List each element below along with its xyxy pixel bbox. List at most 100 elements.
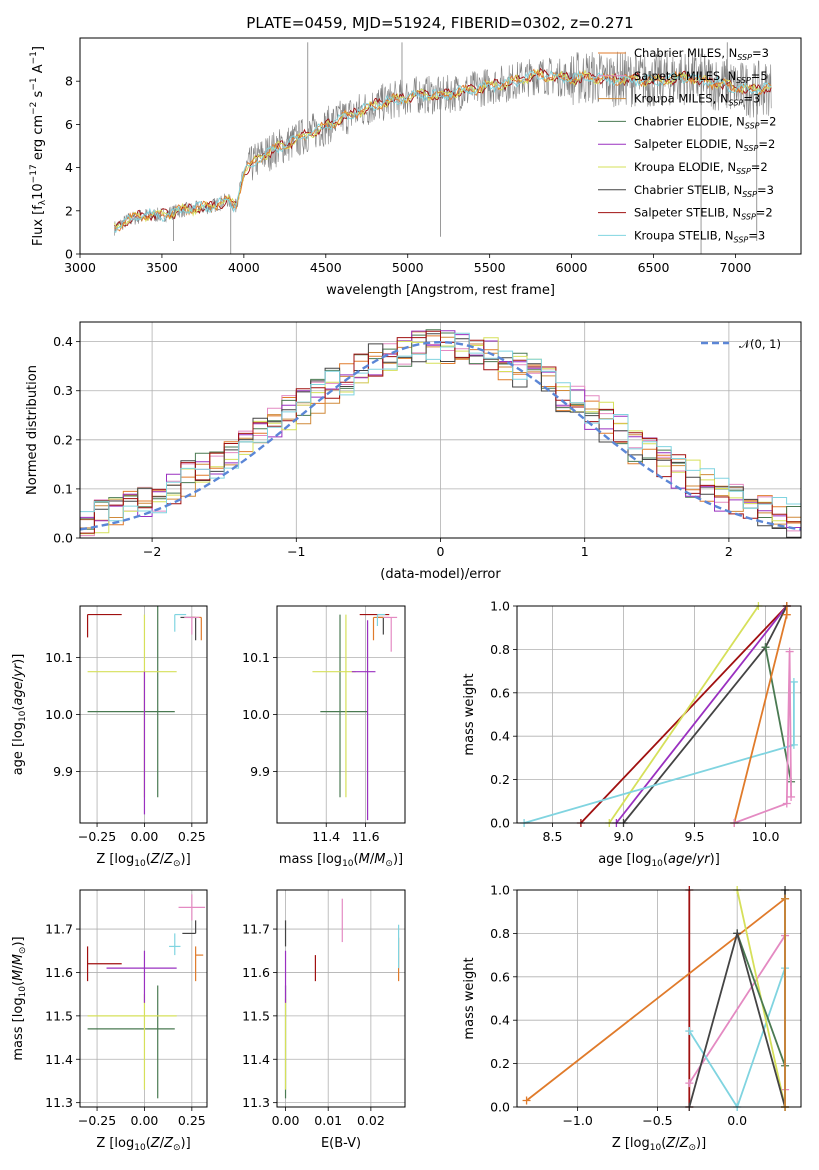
x-tick-label: 1	[581, 544, 589, 559]
axes-frame	[79, 37, 802, 255]
y-tick-label: 0.8	[490, 642, 510, 657]
axes-frame	[276, 605, 406, 824]
legend-label: Salpeter ELODIE, NSSP=2	[634, 137, 775, 153]
weight-point-marker	[781, 894, 790, 903]
x-tick-label: 0.0	[727, 1113, 747, 1128]
x-tick-label: 0.25	[178, 1113, 206, 1128]
x-tick-label: 5000	[392, 260, 424, 275]
x-axis-label: E(B-V)	[321, 1136, 361, 1151]
x-tick-label: −1.0	[562, 1113, 592, 1128]
legend-label: Kroupa MILES, NSSP=3	[634, 92, 760, 108]
x-tick-label: 9.0	[614, 829, 634, 844]
weight-point-marker	[761, 643, 770, 652]
spectrum-panel: 3000 3500 4000 4500 5000 5500 6000 6500 7000 0 2 4 6…	[29, 37, 802, 298]
y-tick-label: 11.5	[45, 1008, 73, 1023]
figure-title: PLATE=0459, MJD=51924, FIBERID=0302, z=0…	[246, 14, 633, 32]
y-axis-label: Flux [fλ10−17 erg cm−2 s−1 A−1]	[29, 46, 48, 246]
weight-series-line	[733, 651, 792, 824]
x-axis-label: mass [log10(M/M⊙)]	[279, 852, 403, 869]
mass_vs_Z-panel: −0.25 0.00 0.25 11.3 11.4 11.5 11.6 11.7 Z [log1…	[11, 889, 208, 1153]
y-tick-label: 0.6	[490, 685, 510, 700]
x-tick-label: −0.5	[642, 1113, 672, 1128]
age_vs_Z-clip-group	[86, 606, 202, 815]
x-tick-label: 8.5	[543, 829, 563, 844]
y-tick-label: 0.2	[490, 772, 510, 787]
x-tick-label: 3500	[146, 260, 178, 275]
weight-series-line	[736, 933, 786, 1067]
weight-point-marker	[522, 1096, 531, 1105]
x-tick-label: 3000	[64, 260, 96, 275]
x-axis-label: wavelength [Angstrom, rest frame]	[326, 283, 555, 298]
weight-point-marker	[733, 929, 742, 938]
axes-frame	[516, 889, 802, 1108]
age_vs_mass-clip-group	[312, 613, 398, 821]
age_vs_Z-panel: −0.25 0.00 0.25 9.9 10.0 10.1 Z [log10(Z/Z⊙)] a…	[11, 605, 208, 869]
weight-series-line	[523, 682, 795, 824]
y-tick-label: 0.4	[490, 729, 510, 744]
weight_vs_Z-panel: −1.0 −0.5 0.0 0.0 0.2 0.4 0.6 0.8 1.0 Z [log10(Z/…	[462, 883, 802, 1153]
axes-frame	[276, 889, 406, 1108]
y-axis-label: Normed distribution	[25, 365, 40, 495]
y-tick-label: 0.3	[53, 383, 73, 398]
age_vs_mass-panel: 11.4 11.6 9.9 10.0 10.1 mass [log10(M/M⊙)]	[242, 605, 406, 869]
legend-label: Salpeter STELIB, NSSP=2	[634, 206, 773, 222]
axes-frame	[79, 889, 208, 1108]
legend-label: 𝒩(0, 1)	[739, 337, 781, 351]
spectrum-model-line	[114, 67, 772, 228]
weight-point-marker	[782, 610, 791, 619]
x-tick-label: 6000	[556, 260, 588, 275]
x-axis-label: age [log10(age/yr)]	[598, 852, 720, 869]
residuals-clip-group	[80, 329, 801, 538]
x-tick-label: 11.6	[352, 829, 380, 844]
y-tick-label: 0.2	[490, 1056, 510, 1071]
x-axis-label: (data-model)/error	[380, 567, 501, 582]
y-tick-label: 6	[65, 117, 73, 132]
weight-point-marker	[785, 647, 794, 656]
x-tick-label: 6500	[638, 260, 670, 275]
y-tick-label: 10.1	[242, 650, 270, 665]
legend-label: Kroupa STELIB, NSSP=3	[634, 228, 765, 244]
y-axis-label: mass weight	[462, 957, 477, 1039]
x-tick-label: 4500	[310, 260, 342, 275]
x-tick-label: 11.4	[312, 829, 340, 844]
y-tick-label: 8	[65, 74, 73, 89]
y-tick-label: 1.0	[490, 883, 510, 898]
y-tick-label: 10.1	[45, 650, 73, 665]
weight-point-marker	[685, 1079, 694, 1088]
weight_vs_Z-clip-group	[522, 886, 790, 1111]
x-tick-label: −0.25	[78, 829, 116, 844]
axes-frame	[79, 321, 802, 539]
y-tick-label: 1.0	[490, 599, 510, 614]
y-tick-label: 9.9	[53, 764, 73, 779]
histogram-series	[80, 332, 801, 528]
legend-label: Salpeter MILES, NSSP=5	[634, 69, 768, 85]
x-tick-label: −0.25	[78, 1113, 116, 1128]
y-tick-label: 10.0	[242, 707, 270, 722]
x-tick-label: 0.00	[131, 829, 159, 844]
x-tick-label: 5500	[474, 260, 506, 275]
y-tick-label: 11.7	[242, 922, 270, 937]
y-tick-label: 0	[65, 247, 73, 262]
axes-frame	[516, 605, 802, 824]
x-tick-label: 0.25	[178, 829, 206, 844]
x-tick-label: 2	[725, 544, 733, 559]
y-tick-label: 0.0	[490, 816, 510, 831]
y-tick-label: 11.7	[45, 922, 73, 937]
x-tick-label: 0	[437, 544, 445, 559]
normal-curve	[80, 340, 801, 531]
y-tick-label: 11.6	[45, 965, 73, 980]
mass_vs_ebv-panel: 0.00 0.01 0.02 11.3 11.4 11.5 11.6 11.7 E(B-V)	[242, 889, 406, 1151]
legend-label: Chabrier MILES, NSSP=3	[634, 46, 769, 62]
x-tick-label: 9.5	[685, 829, 705, 844]
weight-series-line	[615, 605, 788, 824]
axes-frame	[79, 605, 208, 824]
x-tick-label: 0.01	[314, 1113, 342, 1128]
weight_vs_age-panel: 8.5 9.0 9.5 10.0 0.0 0.2 0.4 0.6 0.8 1.0 age [log1…	[462, 599, 802, 869]
x-axis-label: Z [log10(Z/Z⊙)]	[612, 1136, 706, 1153]
y-axis-label: mass weight	[462, 673, 477, 755]
x-tick-label: 0.00	[272, 1113, 300, 1128]
y-tick-label: 11.3	[242, 1095, 270, 1110]
y-tick-label: 11.5	[242, 1008, 270, 1023]
x-axis-label: Z [log10(Z/Z⊙)]	[96, 1136, 190, 1153]
